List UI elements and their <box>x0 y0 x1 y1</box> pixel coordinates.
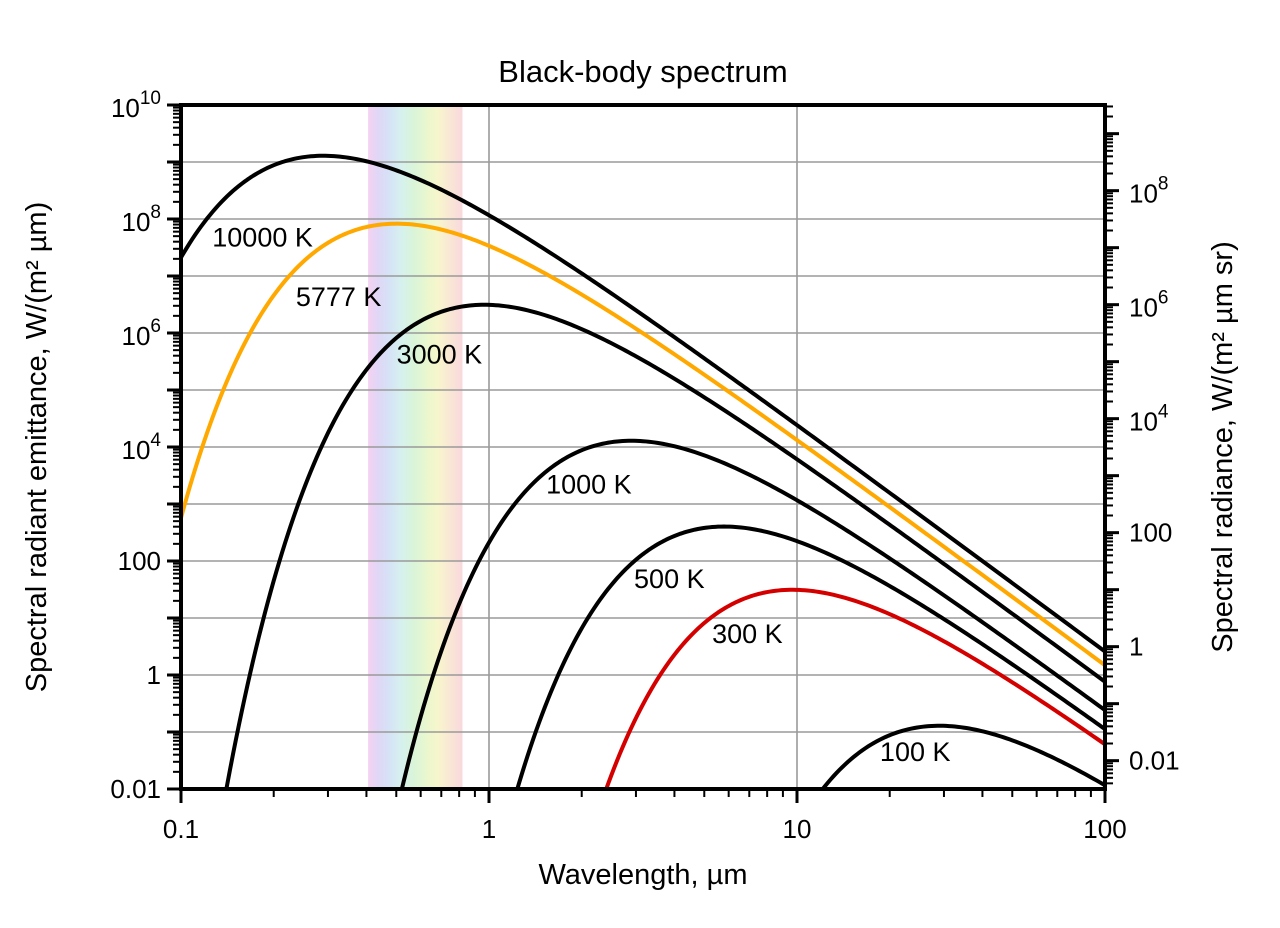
planck-curves <box>181 153 1105 789</box>
y-right-tick-label: 1 <box>1129 632 1143 662</box>
x-tick-label: 10 <box>783 814 812 844</box>
curve-label-500-k: 500 K <box>634 564 705 594</box>
curve-500-k <box>515 524 1105 789</box>
y-right-tick-label: 100 <box>1129 518 1172 548</box>
y-right-tick-label: 104 <box>1129 402 1169 437</box>
curve-label-100-k: 100 K <box>880 737 951 767</box>
curve-label-300-k: 300 K <box>712 619 783 649</box>
axes-and-ticks <box>167 103 1119 803</box>
y-left-tick-label: 106 <box>122 316 162 351</box>
y-right-tick-label: 0.01 <box>1129 746 1180 776</box>
curve-5777-k <box>181 221 1105 667</box>
curve-1000-k <box>399 438 1105 789</box>
y-right-tick-label: 106 <box>1129 288 1169 323</box>
y-axis-left-title: Spectral radiant emittance, W/(m² µm) <box>21 202 53 693</box>
chart-title: Black-body spectrum <box>498 54 787 89</box>
curve-300-k <box>604 587 1105 789</box>
y-left-tick-label: 1 <box>147 660 161 690</box>
tick-labels: 0.1 1 10 100 0.01 1 100 104 106 108 1010 0.01 1 100 10… <box>110 88 1179 844</box>
x-tick-label: 100 <box>1083 814 1126 844</box>
y-left-tick-label: 104 <box>122 430 162 465</box>
y-right-tick-label: 108 <box>1129 174 1169 209</box>
y-left-tick-label: 100 <box>118 546 161 576</box>
y-left-tick-label: 0.01 <box>110 774 161 804</box>
curve-3000-k <box>224 302 1105 789</box>
curve-label-1000-k: 1000 K <box>546 469 632 499</box>
curve-label-10000-k: 10000 K <box>212 223 313 253</box>
y-axis-right-title: Spectral radiance, W/(m² µm sr) <box>1207 241 1239 653</box>
x-axis-title: Wavelength, µm <box>538 859 747 891</box>
y-left-tick-label: 108 <box>122 202 162 237</box>
y-left-tick-label: 1010 <box>111 88 161 123</box>
curve-100-k <box>820 723 1105 789</box>
x-tick-label: 1 <box>482 814 496 844</box>
curve-label-5777-k: 5777 K <box>296 282 382 312</box>
curve-10000-k <box>181 153 1105 654</box>
curve-label-3000-k: 3000 K <box>397 339 483 369</box>
x-tick-label: 0.1 <box>163 814 199 844</box>
